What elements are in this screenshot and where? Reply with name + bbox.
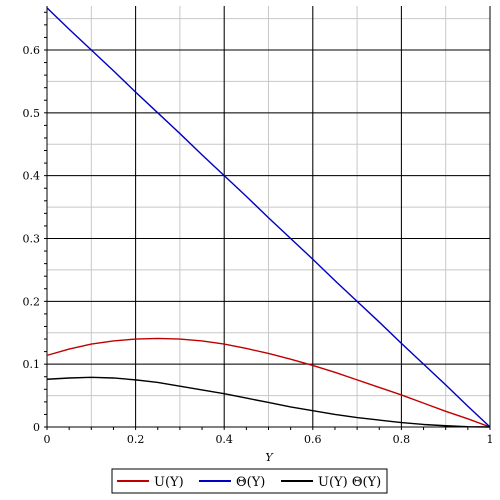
plot-series xyxy=(46,7,491,428)
legend-theta-label: Θ(Y) xyxy=(236,475,265,490)
x-axis-title: Y xyxy=(265,451,274,464)
x-tick-label: 0.4 xyxy=(215,433,233,446)
x-tick-label: 0.2 xyxy=(127,433,145,446)
legend: U(Y) Θ(Y) U(Y) Θ(Y) xyxy=(111,468,388,494)
axes xyxy=(44,6,491,430)
x-tick-label: 1 xyxy=(487,433,494,446)
x-tick-label: 0 xyxy=(44,433,51,446)
y-tick-label: 0.5 xyxy=(23,107,41,120)
y-tick-label: 0.3 xyxy=(23,232,41,245)
legend-product-label: U(Y) Θ(Y) xyxy=(318,475,381,490)
legend-u-label: U(Y) xyxy=(154,475,184,490)
y-tick-label: 0.4 xyxy=(23,170,41,183)
y-tick-label: 0 xyxy=(33,421,40,434)
series-line-0 xyxy=(46,337,491,428)
x-tick-label: 0.8 xyxy=(393,433,411,446)
y-tick-label: 0.1 xyxy=(23,358,41,371)
x-tick-label: 0.6 xyxy=(304,433,322,446)
y-tick-label: 0.6 xyxy=(23,44,41,57)
legend-box xyxy=(111,468,388,494)
y-tick-label: 0.2 xyxy=(23,295,41,308)
tick-labels: 0 0.1 0.2 0.3 0.4 0.5 0.6 0 0.2 0.4 0.6 0.8 1 xyxy=(23,44,494,446)
series-line-1 xyxy=(46,7,491,428)
series-line-2 xyxy=(46,376,491,428)
